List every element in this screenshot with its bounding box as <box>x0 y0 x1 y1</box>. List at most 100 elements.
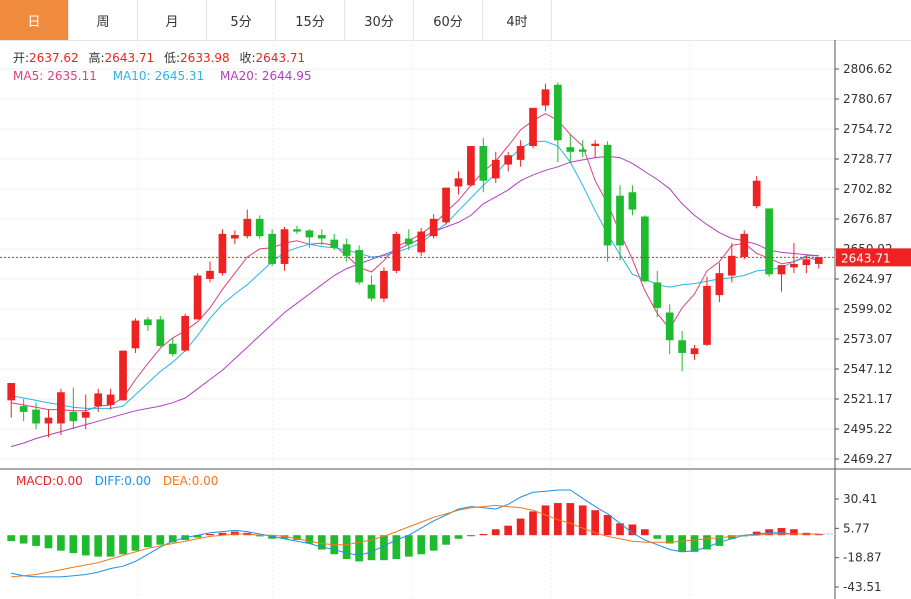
candle-body <box>603 144 612 246</box>
macd-bar <box>491 529 500 536</box>
candle-body <box>330 239 339 248</box>
kline-chart: 2806.62 2780.67 2754.72 2728.77 2702.82 2676.… <box>0 40 911 599</box>
macd-bar <box>429 535 438 551</box>
candle-body <box>529 107 537 147</box>
candle-body <box>193 275 202 320</box>
macd-bar <box>168 535 177 543</box>
macd-y-tick-label: 30.41 <box>843 492 877 506</box>
y-tick-label: 2754.72 <box>843 122 893 136</box>
candle-body <box>665 312 674 341</box>
macd-bar <box>479 534 488 536</box>
macd-bar <box>81 535 90 556</box>
macd-bar <box>703 535 711 550</box>
candle-body <box>740 233 749 257</box>
candle-body <box>591 143 600 147</box>
candle-body <box>255 218 264 237</box>
tab-5[interactable]: 30分 <box>345 0 414 40</box>
candle-body <box>777 265 786 275</box>
macd-bar <box>516 518 525 536</box>
candle-body <box>479 146 488 181</box>
macd-bar <box>467 535 475 537</box>
candles <box>7 82 823 438</box>
candle-body <box>131 320 140 349</box>
candle-body <box>703 285 711 345</box>
diff-line <box>11 489 819 578</box>
macd-bar <box>7 535 16 542</box>
y-tick-label: 2624.97 <box>843 272 893 286</box>
macd-bar <box>814 534 823 536</box>
candle-body <box>32 409 40 424</box>
macd-bar <box>206 534 214 536</box>
candle-body <box>156 319 165 347</box>
candle-body <box>814 257 823 264</box>
ma-line-ma10 <box>11 140 819 409</box>
tab-6[interactable]: 60分 <box>414 0 483 40</box>
y-tick-label: 2495.22 <box>843 422 893 436</box>
macd-bar <box>268 535 276 539</box>
macd-bar <box>740 535 749 537</box>
candle-body <box>442 187 450 223</box>
y-tick-label: 2599.02 <box>843 302 893 316</box>
macd-bar <box>342 535 351 560</box>
tab-2[interactable]: 月 <box>138 0 207 40</box>
macd-bar <box>367 535 376 561</box>
current-price-box <box>836 248 911 267</box>
macd-bar <box>57 535 65 551</box>
tab-1[interactable]: 周 <box>69 0 138 40</box>
macd-y-tick-label: -43.51 <box>843 580 882 594</box>
macd-bar <box>715 535 724 546</box>
macd-bar <box>628 524 637 536</box>
tab-4[interactable]: 15分 <box>276 0 345 40</box>
tab-0[interactable]: 日 <box>0 0 69 40</box>
candle-body <box>616 195 624 246</box>
macd-bar <box>790 529 798 536</box>
candle-body <box>516 146 525 160</box>
candle-body <box>392 233 401 271</box>
macd-bar <box>305 535 314 544</box>
candle-body <box>317 235 326 239</box>
y-tick-label: 2806.62 <box>843 62 893 76</box>
candle-body <box>206 270 214 279</box>
macd-bar <box>94 535 103 557</box>
macd-bar <box>131 535 140 551</box>
macd-bar <box>19 535 28 544</box>
macd-bar <box>106 535 115 557</box>
candle-body <box>7 383 16 401</box>
y-tick-label: 2702.82 <box>843 182 893 196</box>
macd-bar <box>317 535 326 550</box>
macd-bar <box>156 535 165 545</box>
macd-bar <box>193 535 202 538</box>
y-tick-label: 2728.77 <box>843 152 893 166</box>
tab-3[interactable]: 5分 <box>207 0 276 40</box>
candle-body <box>19 406 28 412</box>
macd-chart <box>7 489 835 578</box>
candle-body <box>752 180 761 207</box>
y-tick-label: 2469.27 <box>843 452 893 466</box>
macd-bar <box>380 535 388 561</box>
dea-line <box>11 504 819 578</box>
macd-bar <box>554 503 562 536</box>
macd-bar <box>293 535 301 540</box>
macd-info: MACD:0.00 DIFF:0.00 DEA:0.00 <box>16 474 218 488</box>
ma-lines <box>11 113 819 448</box>
candle-body <box>554 84 562 141</box>
candle-body <box>144 319 152 326</box>
macd-bar <box>504 525 513 536</box>
tab-7[interactable]: 4时 <box>483 0 552 40</box>
macd-bar <box>678 535 686 552</box>
macd-bar <box>578 505 587 536</box>
macd-y-tick-label: 5.77 <box>843 521 870 535</box>
y-tick-label: 2547.12 <box>843 362 893 376</box>
candle-body <box>790 263 798 268</box>
legend: 开:2637.62 高:2643.71 低:2633.98 收:2643.71 … <box>13 50 312 488</box>
macd-bar <box>32 535 40 546</box>
macd-y-tick-label: -18.87 <box>843 551 882 565</box>
macd-bar <box>603 514 612 536</box>
candle-body <box>678 340 686 353</box>
y-tick-label: 2521.17 <box>843 392 893 406</box>
candle-body <box>467 146 475 186</box>
candle-body <box>504 155 513 165</box>
macd-bar <box>44 535 53 549</box>
macd-bar <box>752 531 761 536</box>
candle-body <box>491 159 500 179</box>
